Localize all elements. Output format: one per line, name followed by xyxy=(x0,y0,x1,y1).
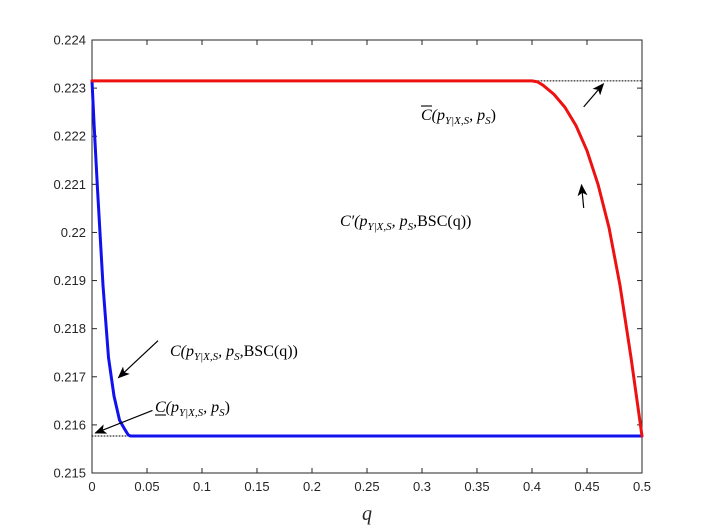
series-line-blue xyxy=(90,79,644,438)
x-tick-label: 0 xyxy=(88,479,95,494)
annotation-part: (p xyxy=(354,213,367,230)
y-tick-label: 0.223 xyxy=(53,81,86,96)
annotation-arrow xyxy=(94,409,153,434)
y-axis: 0.215 0.216 0.217 0.218 0.219 0.22 0.221 0.222 0… xyxy=(53,33,642,481)
annotation-part: , p xyxy=(218,343,234,360)
y-tick-label: 0.221 xyxy=(53,177,86,192)
x-tick-label: 0.3 xyxy=(413,479,431,494)
annotation-part: Y|X,S xyxy=(194,351,219,363)
y-tick-label: 0.217 xyxy=(53,369,86,384)
y-tick-label: 0.222 xyxy=(53,129,86,144)
annotation-part: (p xyxy=(166,399,179,416)
annotation-cq: C(pY|X,S, pS,BSC(q)) xyxy=(170,343,298,363)
y-tick-label: 0.22 xyxy=(61,225,86,240)
annotation-arrow xyxy=(583,83,605,108)
x-tick-label: 0.35 xyxy=(464,479,489,494)
annotations: C(pY|X,S, pS)C′(pY|X,S, pS,BSC(q))C(pY|X… xyxy=(94,83,605,434)
x-tick-label: 0.1 xyxy=(193,479,211,494)
annotation-part: S xyxy=(408,221,414,233)
series-line-red xyxy=(90,79,644,438)
annotation-part: Y|X,S xyxy=(179,407,204,419)
annotation-part: , p xyxy=(203,399,219,416)
x-tick-label: 0.5 xyxy=(633,479,651,494)
series-layer xyxy=(90,79,644,438)
x-tick-label: 0.15 xyxy=(244,479,269,494)
annotation-part: C xyxy=(421,107,432,124)
annotation-part: S xyxy=(234,351,240,363)
x-tick-label: 0.05 xyxy=(134,479,159,494)
annotation-part: , p xyxy=(469,107,485,124)
annotation-part: ) xyxy=(225,399,230,416)
annotation-part: S xyxy=(219,407,225,419)
x-axis: 0 0.05 0.1 0.15 0.2 0.25 0.3 0.35 0.4 0.45 0.5 xyxy=(88,40,651,494)
annotation-part: C xyxy=(170,343,181,360)
annotation-part: (p xyxy=(432,107,445,124)
x-tick-label: 0.25 xyxy=(354,479,379,494)
annotation-arrow xyxy=(117,340,159,379)
annotation-part: C′ xyxy=(340,213,355,230)
x-tick-label: 0.45 xyxy=(574,479,599,494)
y-tick-label: 0.224 xyxy=(53,33,86,48)
annotation-part: ) xyxy=(491,107,496,124)
annotation-part: (p xyxy=(181,343,194,360)
annotation-part: Y|X,S xyxy=(368,221,393,233)
annotation-part: ,BSC(q)) xyxy=(413,213,471,230)
annotation-part: ,BSC(q)) xyxy=(240,343,298,360)
y-tick-label: 0.219 xyxy=(53,273,86,288)
annotation-part: C xyxy=(155,399,166,416)
annotation-part: S xyxy=(485,115,491,127)
annotation-cbar: C(pY|X,S, pS) xyxy=(421,107,496,127)
y-tick-label: 0.216 xyxy=(53,417,86,432)
annotation-cunder: C(pY|X,S, pS) xyxy=(155,399,230,419)
y-tick-label: 0.218 xyxy=(53,321,86,336)
annotation-cprime: C′(pY|X,S, pS,BSC(q)) xyxy=(340,213,471,233)
y-tick-label: 0.215 xyxy=(53,466,86,481)
annotation-part: Y|X,S xyxy=(445,115,470,127)
x-axis-title: q xyxy=(362,503,372,525)
annotation-arrow xyxy=(577,183,588,208)
x-tick-label: 0.2 xyxy=(303,479,321,494)
x-tick-label: 0.4 xyxy=(523,479,541,494)
annotation-part: , p xyxy=(392,213,408,230)
